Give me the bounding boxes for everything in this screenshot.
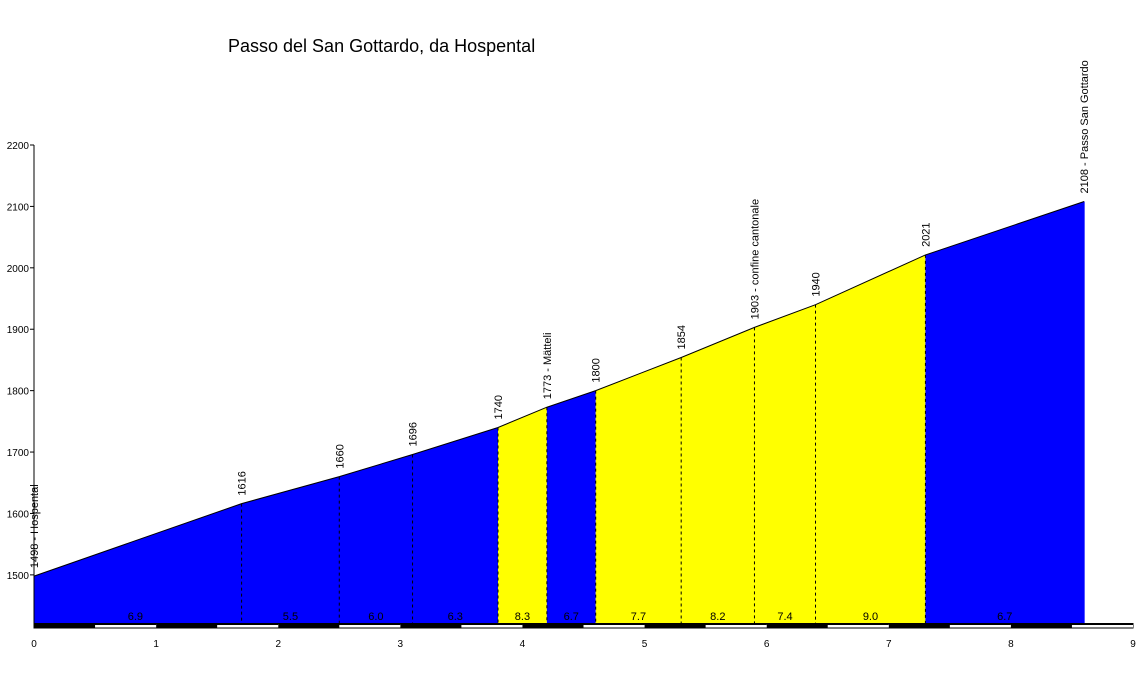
point-label: 1660 bbox=[334, 444, 346, 468]
profile-line bbox=[33, 201, 1085, 577]
y-tick-label: 1600 bbox=[7, 509, 30, 520]
y-tick-label: 2200 bbox=[7, 141, 30, 152]
profile-segment-area bbox=[34, 427, 499, 624]
y-tick-label: 1500 bbox=[7, 571, 30, 582]
x-axis-bar-white bbox=[217, 625, 279, 628]
gradient-label: 5.5 bbox=[283, 611, 298, 623]
gradient-label: 7.4 bbox=[777, 611, 792, 623]
axes bbox=[30, 144, 35, 624]
x-tick-label: 4 bbox=[520, 639, 526, 650]
y-tick-label: 1900 bbox=[7, 325, 30, 336]
x-axis-bar-white bbox=[95, 625, 157, 628]
profile-segment-area bbox=[595, 254, 926, 624]
y-tick-label: 2100 bbox=[7, 202, 30, 213]
profile-segment-area bbox=[546, 390, 596, 624]
y-tick-label: 1700 bbox=[7, 448, 30, 459]
x-axis-scale-bar bbox=[33, 623, 1134, 629]
gradient-label: 8.2 bbox=[710, 611, 725, 623]
point-label: 1740 bbox=[493, 395, 505, 419]
point-label: 2021 bbox=[920, 222, 932, 246]
x-axis-bar-white bbox=[949, 625, 1011, 628]
x-axis-bar-white bbox=[583, 625, 645, 628]
x-tick-label: 6 bbox=[764, 639, 770, 650]
profile-segment-area bbox=[925, 201, 1085, 624]
x-tick-label: 2 bbox=[275, 639, 281, 650]
x-axis-bar-white bbox=[705, 625, 767, 628]
gradient-label: 6.9 bbox=[128, 611, 143, 623]
point-label: 1616 bbox=[237, 471, 249, 495]
x-axis-bar-white bbox=[339, 625, 401, 628]
x-tick-label: 3 bbox=[398, 639, 404, 650]
chart-title: Passo del San Gottardo, da Hospental bbox=[228, 36, 535, 56]
x-tick-label: 9 bbox=[1130, 639, 1136, 650]
x-tick-label: 7 bbox=[886, 639, 892, 650]
gradient-label: 9.0 bbox=[863, 611, 878, 623]
gradient-label: 8.3 bbox=[515, 611, 530, 623]
gradient-label: 7.7 bbox=[631, 611, 646, 623]
point-labels: 1498 - Hospental 1616 1660 1696 1740 1773 - M… bbox=[29, 60, 1091, 568]
point-label: 1903 - confine cantonale bbox=[749, 199, 761, 319]
gradient-label: 6.7 bbox=[997, 611, 1012, 623]
x-axis-bar-white bbox=[1071, 625, 1133, 628]
profile-segment-area bbox=[498, 407, 547, 624]
x-axis-bar-white bbox=[461, 625, 523, 628]
tick-labels: 1500 1600 1700 1800 1900 2000 2100 2200 0 1 2 3 4 5 6 7… bbox=[7, 141, 1136, 650]
x-tick-label: 0 bbox=[31, 639, 37, 650]
x-axis-bar-white bbox=[827, 625, 889, 628]
gradient-label: 6.0 bbox=[368, 611, 383, 623]
gradient-label: 6.3 bbox=[448, 611, 463, 623]
point-label: 1854 bbox=[676, 325, 688, 349]
point-label: 1940 bbox=[811, 272, 823, 296]
segment-dividers bbox=[241, 201, 1085, 624]
point-label: 1498 - Hospental bbox=[29, 484, 41, 568]
x-tick-label: 1 bbox=[153, 639, 159, 650]
point-label: 1696 bbox=[408, 422, 420, 446]
gradient-labels: 6.9 5.5 6.0 6.3 8.3 6.7 7.7 8.2 7.4 9.0 6.7 bbox=[128, 611, 1013, 623]
gradient-label: 6.7 bbox=[564, 611, 579, 623]
y-tick-label: 2000 bbox=[7, 264, 30, 275]
profile-areas bbox=[34, 201, 1085, 624]
y-tick-label: 1800 bbox=[7, 387, 30, 398]
point-label: 2108 - Passo San Gottardo bbox=[1079, 60, 1091, 193]
point-label: 1800 bbox=[591, 358, 603, 382]
profile-outline bbox=[33, 201, 1085, 577]
x-tick-label: 5 bbox=[642, 639, 648, 650]
x-tick-label: 8 bbox=[1008, 639, 1014, 650]
point-label: 1773 - Mätteli bbox=[542, 333, 554, 400]
